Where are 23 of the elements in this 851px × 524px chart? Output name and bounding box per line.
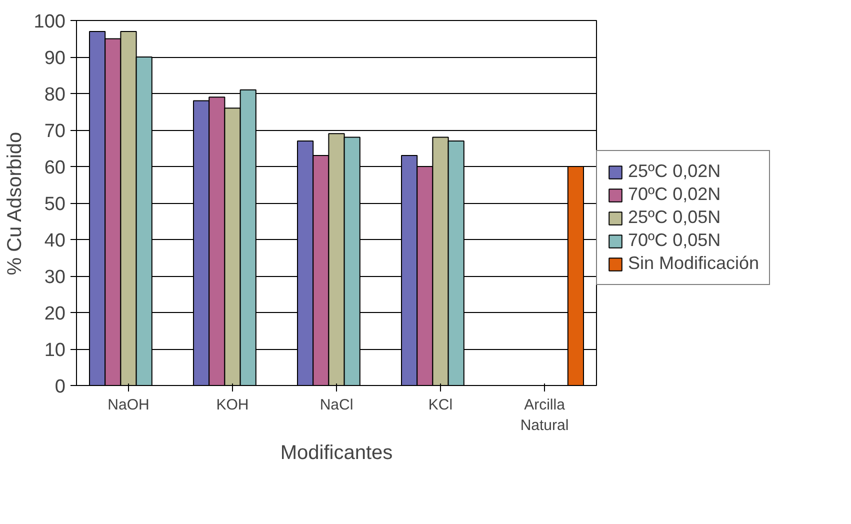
x-tick-label: NaCl (320, 396, 354, 414)
y-tick-label: 10 (44, 340, 66, 361)
x-tick-label: Arcilla Natural (520, 396, 569, 434)
y-tick-label: 0 (54, 376, 66, 398)
x-tick-label: NaOH (108, 396, 150, 414)
legend-label: 70ºC 0,02N (628, 184, 721, 205)
legend-label: 70ºC 0,05N (628, 230, 721, 251)
y-tick-label: 70 (44, 121, 66, 142)
y-axis-title: % Cu Adsorbido (4, 132, 26, 276)
legend-label: 25ºC 0,02N (628, 161, 721, 182)
y-tick-label: 20 (44, 304, 66, 324)
x-tick-label: KCl (428, 396, 453, 414)
y-tick-label: 100 (34, 12, 66, 32)
y-tick-label: 50 (44, 194, 66, 215)
legend-label: Sin Modificación (628, 253, 760, 274)
legend-label: 25ºC 0,05N (628, 207, 721, 228)
y-tick-label: 80 (44, 84, 66, 106)
x-axis-title: Modificantes (280, 442, 393, 464)
y-tick-label: 40 (44, 230, 66, 252)
y-tick-label: 30 (44, 267, 66, 288)
x-tick-label: KOH (216, 396, 249, 414)
y-tick-label: 90 (44, 48, 66, 69)
y-tick-label: 60 (44, 158, 66, 178)
